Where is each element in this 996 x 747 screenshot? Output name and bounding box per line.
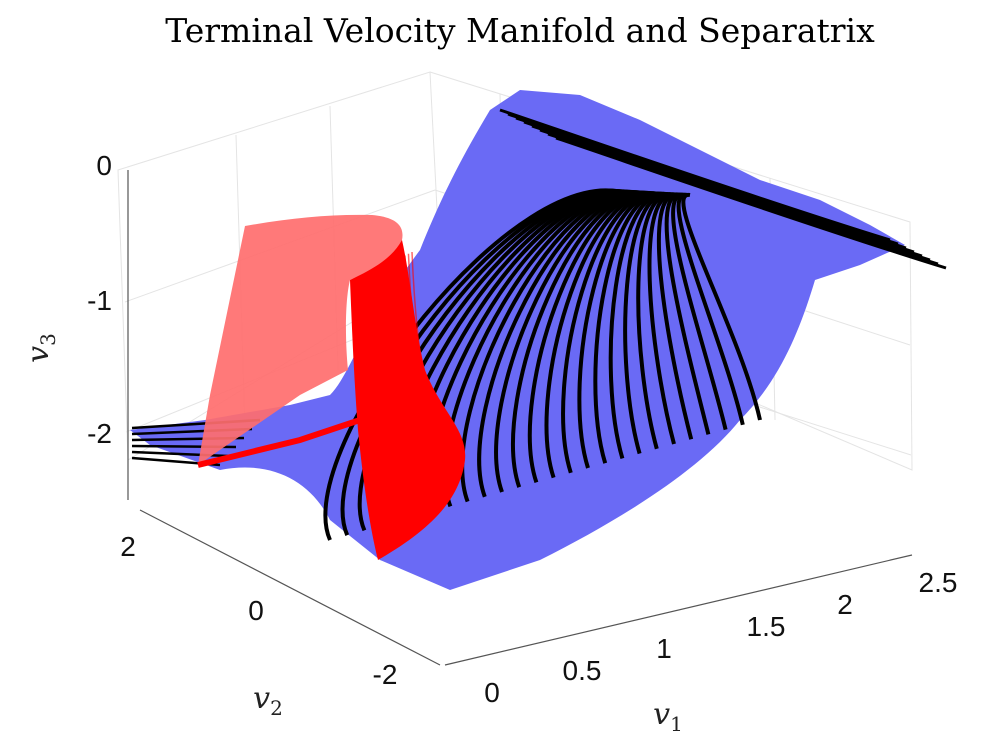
separatrix-strand [361,276,394,540]
separatrix-strand [372,271,406,524]
y-tick-1: 0 [248,595,264,626]
z-tick-1: -1 [87,285,112,316]
z-axis-ticks: 0 -1 -2 [87,150,112,449]
separatrix-strand [407,253,447,471]
separatrix-strand [400,257,439,482]
y-axis-ticks: 2 0 -2 [120,531,397,690]
trajectory-curve [593,191,670,464]
separatrix-strand [368,273,402,529]
y-tick-0: 2 [120,531,136,562]
x-tick-4: 2 [837,589,853,620]
manifold-surface [130,90,947,590]
x-tick-3: 1.5 [747,611,786,642]
z-tick-2: -2 [87,418,112,449]
separatrix-strand [397,259,435,487]
separatrix-edge [197,417,361,468]
separatrix-strand [375,269,410,519]
separatrix-strands [351,251,451,556]
separatrix-strand [386,264,422,503]
trajectory-curve [656,192,694,440]
separatrix-strand [411,251,451,466]
x-tick-0: 0 [484,677,500,708]
separatrix-strand [358,278,389,545]
x-axis-label: v1 [653,697,683,736]
x-tick-1: 0.5 [563,655,602,686]
separatrix-strand [351,281,381,556]
separatrix-strand [404,255,443,476]
separatrix-surface [197,214,466,560]
trajectory-curve [664,192,711,435]
axis-lines [127,170,913,666]
chart-title: Terminal Velocity Manifold and Separatri… [165,11,875,50]
trajectory-curve [577,191,667,469]
separatrix-strand [354,280,385,550]
trajectory-curve [647,192,679,445]
trajectory-curve [561,191,665,474]
separatrix-strand [365,274,398,534]
y-tick-2: -2 [373,659,398,690]
trajectory-curve [636,192,677,450]
y-axis-label: v2 [253,681,283,720]
separatrix-strand [390,262,427,497]
trajectory-curve [681,193,762,421]
x-tick-2: 1 [656,633,672,664]
trajectory-curve [608,191,672,459]
z-tick-0: 0 [96,150,112,181]
z-axis-label: v3 [21,333,60,363]
trajectory-curves [131,108,947,541]
trajectory-curve [676,192,745,426]
x-tick-5: 2.5 [919,567,958,598]
separatrix-back-sheet [198,214,403,465]
trajectory-curve [671,192,728,431]
separatrix-strand [383,266,418,508]
separatrix-strand [379,267,414,513]
separatrix-strand [393,260,431,492]
x-axis-ticks: 0 0.5 1 1.5 2 2.5 [484,567,957,708]
ridge-curve [555,136,947,270]
trajectory-curve [623,192,674,455]
